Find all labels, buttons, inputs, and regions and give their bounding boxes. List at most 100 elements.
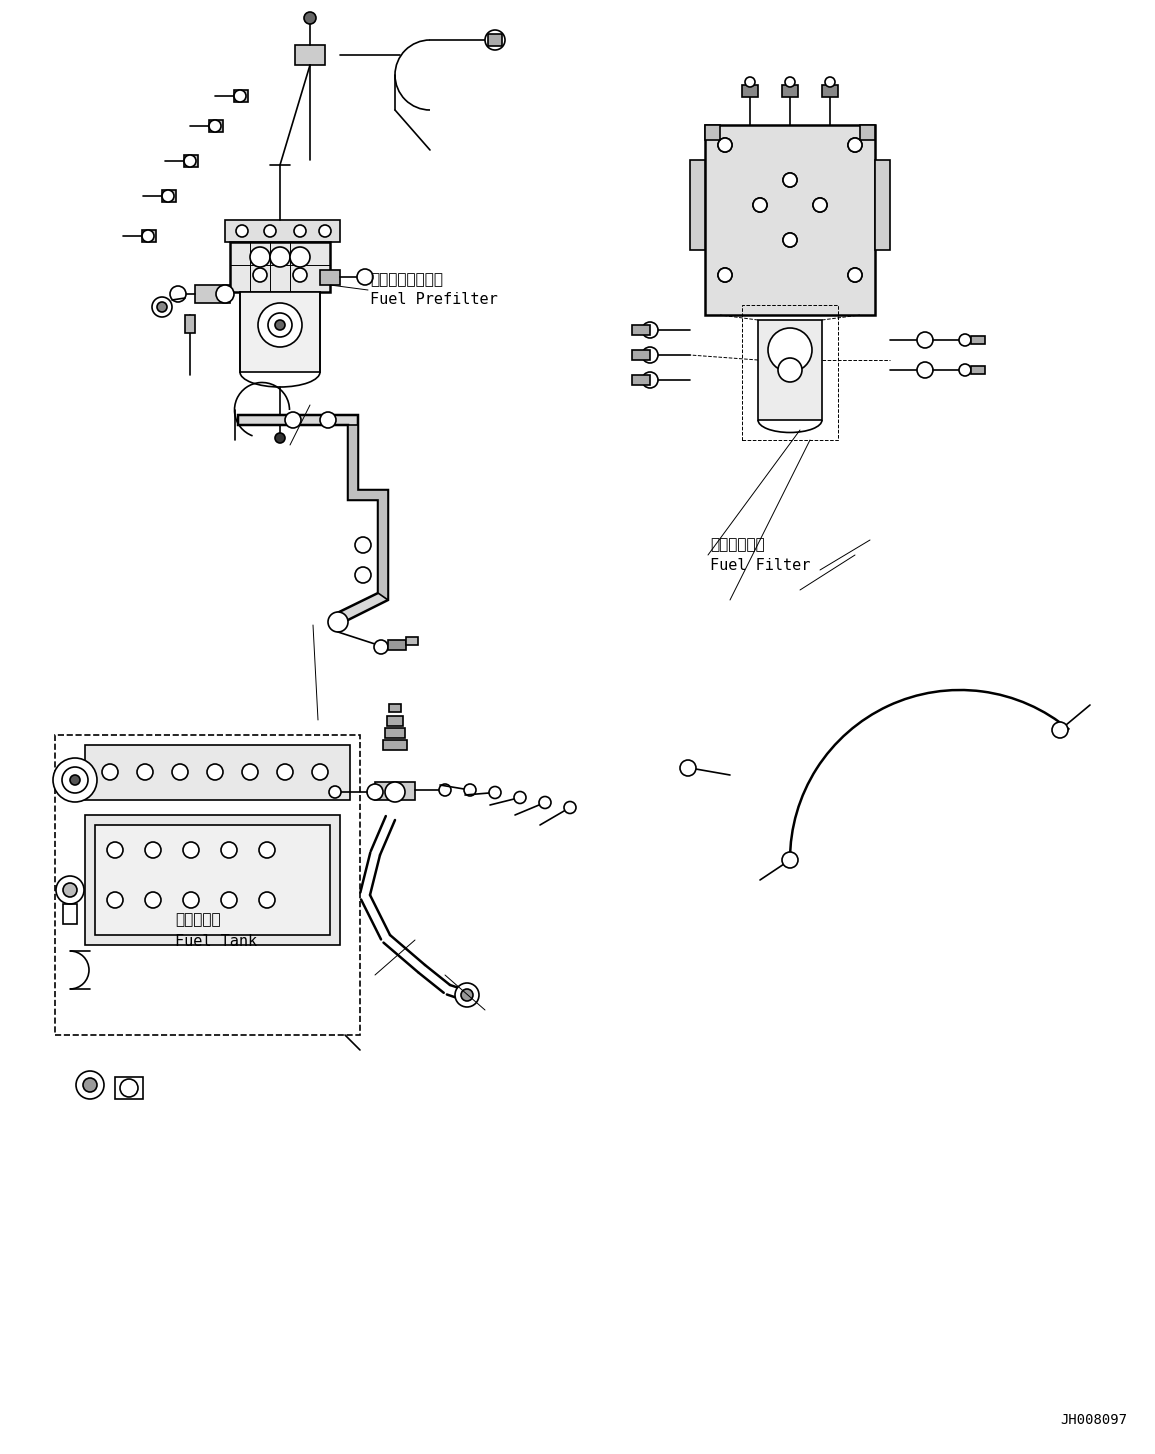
Circle shape [137, 763, 152, 779]
Circle shape [439, 784, 450, 795]
Bar [782, 84, 798, 97]
Bar [209, 121, 223, 132]
Circle shape [959, 334, 971, 346]
Circle shape [152, 297, 172, 317]
Circle shape [959, 364, 971, 377]
Circle shape [209, 121, 221, 132]
Circle shape [320, 411, 336, 427]
Circle shape [357, 269, 373, 285]
Circle shape [259, 891, 275, 907]
Circle shape [146, 891, 161, 907]
Circle shape [718, 268, 732, 282]
Bar [85, 816, 340, 945]
Circle shape [1052, 723, 1068, 739]
Bar [860, 125, 875, 140]
Circle shape [170, 286, 186, 302]
Circle shape [753, 198, 767, 212]
Bar [389, 704, 401, 712]
Bar [489, 33, 502, 47]
Circle shape [564, 801, 576, 813]
Bar [184, 156, 198, 167]
Circle shape [642, 321, 658, 337]
Circle shape [285, 411, 301, 427]
Circle shape [184, 156, 196, 167]
Bar [185, 316, 195, 333]
Bar [385, 728, 405, 739]
Bar [162, 190, 176, 202]
Circle shape [718, 138, 732, 153]
Circle shape [785, 77, 795, 87]
Circle shape [162, 190, 174, 202]
Circle shape [783, 173, 797, 188]
Circle shape [142, 230, 154, 241]
Bar [742, 84, 758, 97]
Circle shape [275, 320, 285, 330]
Text: JH008097: JH008097 [1060, 1413, 1127, 1426]
Circle shape [293, 268, 307, 282]
Circle shape [768, 329, 812, 372]
Circle shape [718, 138, 732, 153]
Circle shape [642, 348, 658, 364]
Circle shape [182, 891, 199, 907]
Circle shape [270, 247, 290, 268]
Bar [240, 292, 320, 372]
Bar [64, 904, 77, 923]
Bar [383, 740, 407, 750]
Circle shape [783, 233, 797, 247]
Circle shape [753, 198, 767, 212]
Circle shape [268, 313, 292, 337]
Circle shape [917, 362, 933, 378]
Circle shape [848, 138, 862, 153]
Circle shape [385, 782, 405, 803]
Bar [234, 90, 248, 102]
Bar [632, 375, 650, 385]
Text: Fuel Tank: Fuel Tank [176, 935, 258, 949]
Circle shape [312, 763, 328, 779]
Text: 燃料プレフィルタ: 燃料プレフィルタ [370, 272, 444, 288]
Bar [705, 125, 720, 140]
Circle shape [259, 842, 275, 858]
Circle shape [157, 302, 167, 313]
Circle shape [120, 1079, 137, 1096]
Circle shape [848, 268, 862, 282]
Bar [758, 320, 822, 420]
Circle shape [917, 332, 933, 348]
Circle shape [461, 989, 474, 1000]
Polygon shape [238, 414, 388, 625]
Bar [55, 736, 360, 1035]
Circle shape [464, 784, 476, 795]
Bar [116, 1077, 143, 1099]
Bar [705, 125, 875, 316]
Circle shape [107, 842, 122, 858]
Circle shape [102, 763, 118, 779]
Bar [388, 640, 407, 650]
Circle shape [70, 775, 80, 785]
Bar [742, 305, 839, 441]
Circle shape [236, 225, 248, 237]
Bar [690, 160, 705, 250]
Bar [225, 220, 340, 241]
Circle shape [514, 791, 526, 804]
Circle shape [680, 760, 696, 776]
Circle shape [355, 567, 371, 583]
Circle shape [275, 433, 285, 443]
Circle shape [264, 225, 276, 237]
Circle shape [253, 268, 267, 282]
Circle shape [783, 173, 797, 188]
Circle shape [848, 138, 862, 153]
Circle shape [53, 758, 97, 803]
Circle shape [367, 784, 383, 800]
Bar [195, 285, 230, 302]
Circle shape [745, 77, 755, 87]
Bar [295, 45, 325, 65]
Circle shape [778, 358, 802, 382]
Circle shape [485, 31, 505, 49]
Circle shape [489, 787, 501, 798]
Circle shape [813, 198, 827, 212]
Circle shape [825, 77, 835, 87]
Circle shape [329, 787, 341, 798]
Circle shape [455, 983, 479, 1008]
Bar [971, 336, 985, 345]
Circle shape [221, 891, 237, 907]
Circle shape [539, 797, 551, 808]
